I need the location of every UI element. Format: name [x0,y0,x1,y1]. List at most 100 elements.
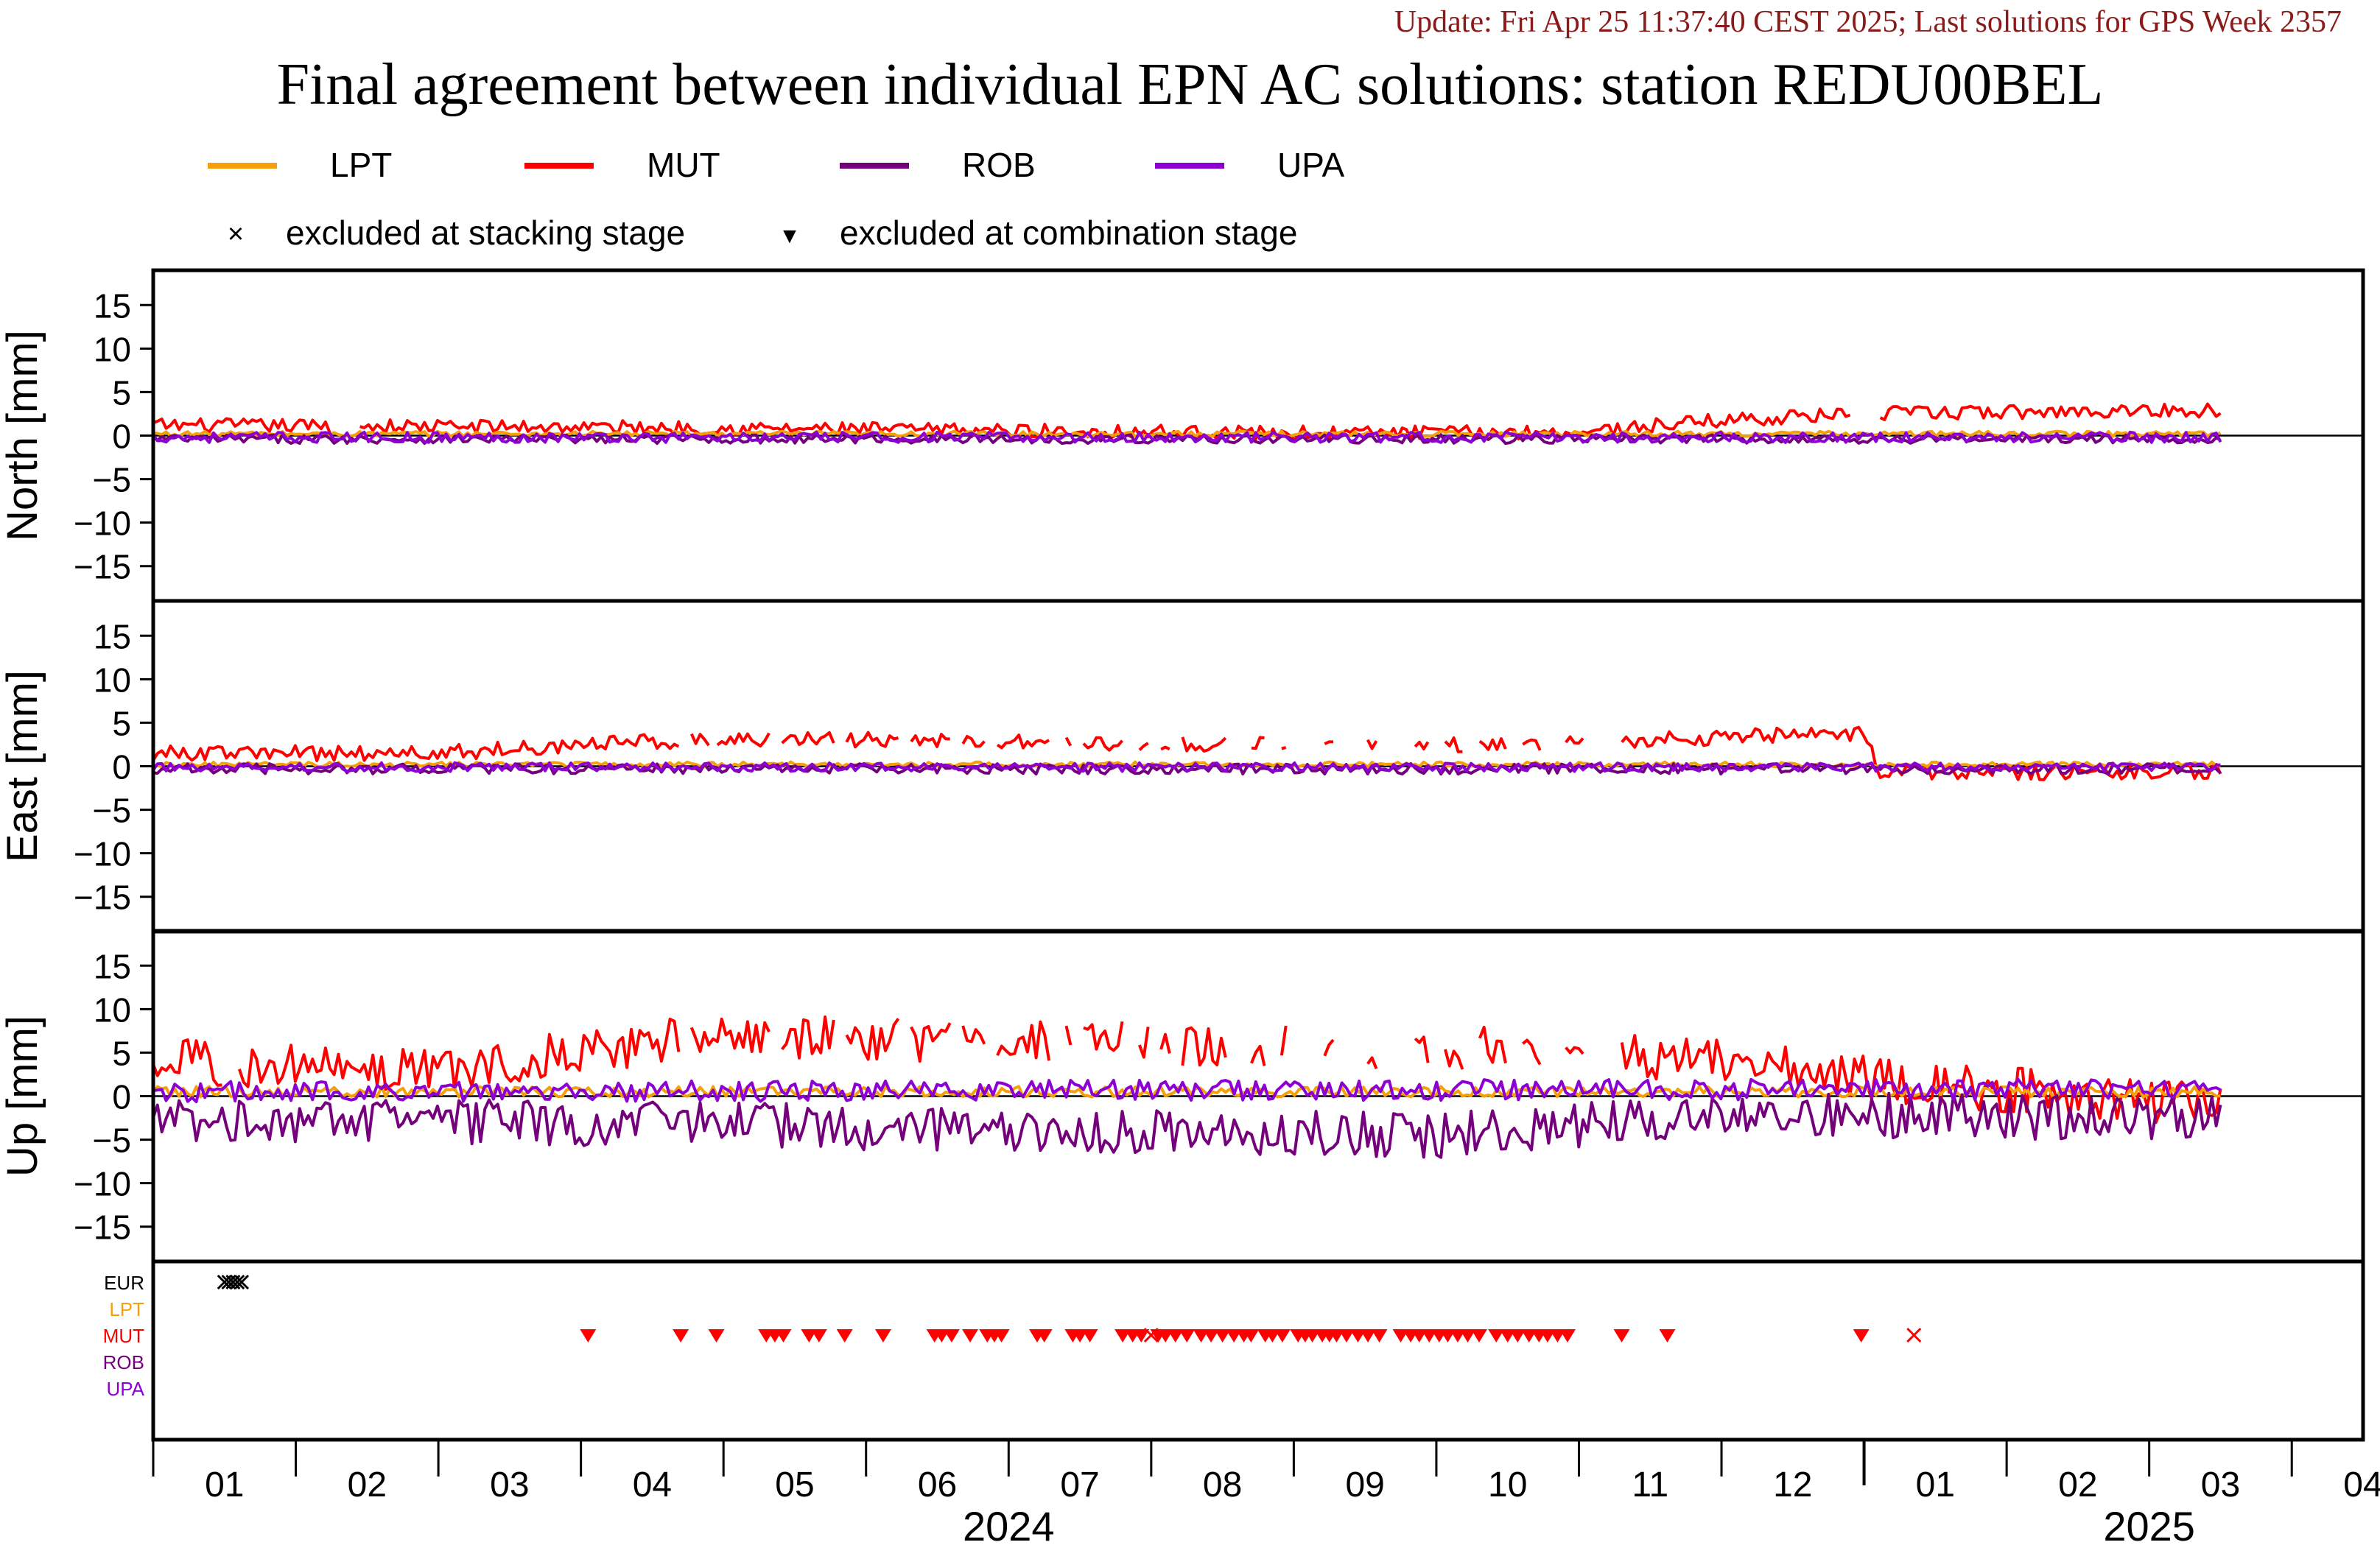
combination-exclusion-mark [874,1329,891,1342]
combination-exclusion-mark [836,1329,853,1342]
status-row-label-lpt: LPT [109,1298,144,1320]
combination-exclusion-mark [775,1329,792,1342]
legend-item-rob: ROB [840,146,1036,184]
month-label: 12 [1773,1465,1812,1504]
y-axis-label-up: Up [mm] [0,1016,46,1177]
panel-status: EUR LPT MUT ROB UPA [103,1259,2365,1442]
combination-exclusion-mark [1133,1329,1150,1342]
legend-marker-combination: ▼ excluded at combination stage [779,214,1297,252]
update-text: Update: Fri Apr 25 11:37:40 CEST 2025; L… [1394,5,2342,39]
combination-exclusion-mark [1243,1329,1260,1342]
combination-exclusion-mark [1488,1329,1505,1342]
y-tick-label: 5 [112,1034,131,1072]
combination-exclusion-mark [810,1329,827,1342]
status-row-label-eur: EUR [104,1272,144,1294]
y-tick-label: −15 [74,879,131,917]
month-label: 01 [205,1465,244,1504]
legend-marker-label: excluded at stacking stage [286,214,685,252]
y-tick-label: 0 [112,1078,131,1116]
legend: LPT MUT ROB UPA × excluded at stacking stage ▼… [208,146,1344,252]
legend-label-mut: MUT [647,146,720,184]
legend-item-upa: UPA [1155,146,1344,184]
status-row-label-mut: MUT [103,1325,144,1347]
combination-exclusion-mark [1613,1329,1630,1342]
combination-exclusion-mark [1214,1329,1231,1342]
y-tick-label: −15 [74,1208,131,1247]
series-line-up-mut [152,1015,2222,1125]
y-tick-label: 10 [94,661,131,699]
combination-exclusion-mark [1371,1329,1388,1342]
legend-marker-label: excluded at combination stage [840,214,1297,252]
month-label: 06 [918,1465,957,1504]
y-tick-label: −15 [74,548,131,586]
time-axis: 01 02 03 04 05 06 07 08 09 10 11 12 01 02 03 04 2024 2025 [152,1440,2380,1545]
legend-label-upa: UPA [1277,146,1344,184]
series-line-up-upa [152,1077,2222,1104]
chart-title: Final agreement between individual EPN A… [276,52,2104,117]
y-tick-label: −5 [93,792,131,830]
combination-exclusion-mark [1036,1329,1053,1342]
month-label: 07 [1060,1465,1099,1504]
legend-item-mut: MUT [524,146,720,184]
combination-exclusion-mark [993,1329,1010,1342]
y-tick-label: 10 [94,330,131,368]
year-label: 2024 [963,1503,1055,1545]
y-axis-label-north: North [mm] [0,330,46,541]
month-label: 10 [1488,1465,1527,1504]
series-line-east-upa [152,761,2221,773]
combination-exclusion-mark [1659,1329,1676,1342]
y-tick-label: −10 [74,835,131,873]
panel-up: Up [mm] 15 10 5 0 −5 −10 −15 [0,929,2365,1264]
status-row-label-rob: ROB [103,1351,144,1373]
panel-frame-status [151,1259,2365,1442]
y-tick-label: −5 [93,1122,131,1160]
legend-item-lpt: LPT [208,146,392,184]
month-label: 02 [348,1465,387,1504]
combination-exclusion-mark [1471,1329,1487,1342]
month-label: 05 [775,1465,814,1504]
combination-exclusion-mark [708,1329,725,1342]
y-tick-label: 0 [112,748,131,786]
combination-exclusion-mark [1360,1329,1377,1342]
combination-exclusion-mark [1274,1329,1291,1342]
panels: North [mm] 15 10 5 0 −5 −10 −15 East [mm] 15 10 5 0 −… [0,268,2365,1442]
month-label: 01 [1916,1465,1955,1504]
legend-label-rob: ROB [962,146,1036,184]
y-tick-label: 5 [112,373,131,412]
combination-exclusion-mark [1509,1329,1526,1342]
y-tick-label: −10 [74,504,131,543]
y-tick-label: 15 [94,286,131,325]
legend-marker-stacking: × excluded at stacking stage [228,214,685,252]
combination-exclusion-mark [1338,1329,1355,1342]
y-tick-label: 15 [94,947,131,985]
series-line-east-mut [152,725,2222,781]
series-line-up-rob [152,1091,2222,1159]
combination-exclusion-mark [1853,1329,1870,1342]
y-tick-label: 0 [112,418,131,456]
combination-exclusion-mark [1081,1329,1098,1342]
panel-east: East [mm] 15 10 5 0 −5 −10 −15 [0,599,2365,934]
combination-exclusion-mark [1459,1329,1476,1342]
combination-exclusion-mark [1167,1329,1184,1342]
y-axis-label-east: East [mm] [0,670,46,862]
combination-exclusion-mark [943,1329,960,1342]
month-label: 03 [490,1465,529,1504]
combination-exclusion-mark [962,1329,979,1342]
month-label: 03 [2201,1465,2240,1504]
month-label: 02 [2058,1465,2097,1504]
legend-marker-symbol: × [228,219,244,250]
panel-north: North [mm] 15 10 5 0 −5 −10 −15 [0,268,2365,603]
year-label: 2025 [2103,1503,2195,1545]
legend-marker-symbol: ▼ [779,224,801,248]
series-line-east-lpt [152,760,2221,769]
month-label: 08 [1203,1465,1242,1504]
series-line-north-mut [152,402,2222,441]
y-tick-label: 5 [112,704,131,742]
stacking-exclusion-mark [1906,1327,1922,1343]
y-tick-label: −5 [93,461,131,499]
stacking-exclusion-mark [234,1274,250,1290]
y-tick-label: −10 [74,1165,131,1203]
month-label: 11 [1632,1465,1668,1504]
